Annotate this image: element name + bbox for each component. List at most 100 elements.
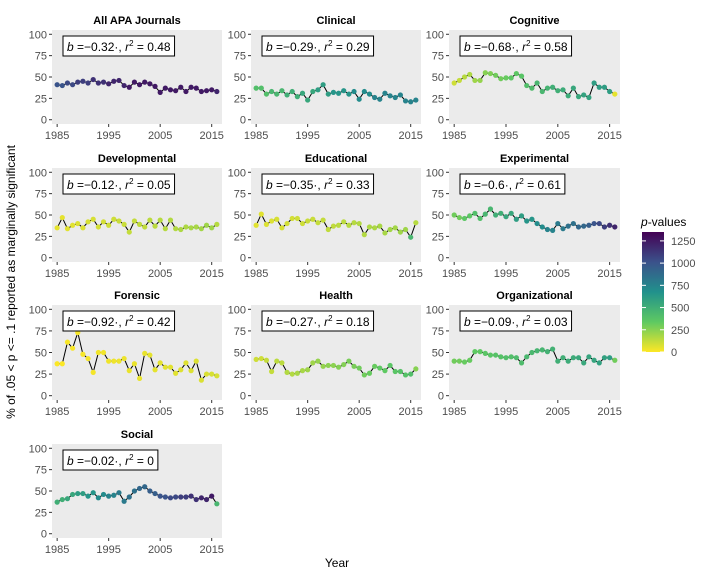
y-tick-label: 25 [432,231,444,243]
annotation-text: b =−0.29·, r2 = 0.29 [266,39,370,54]
data-point [152,367,158,373]
data-point [54,499,60,505]
legend-tick-label: 1250 [671,236,695,248]
data-point [330,89,337,95]
data-point [121,221,127,227]
data-point [591,220,597,227]
data-point [70,222,76,228]
y-tick-label: 25 [432,93,444,105]
x-tick-label: 1985 [45,268,69,280]
y-tick-label: 100 [426,304,444,316]
data-point [315,358,321,364]
data-point [178,494,184,500]
data-point [456,214,462,221]
annotation-box: b =−0.35·, r2 = 0.33 [261,173,375,195]
y-tick-label: 50 [234,210,246,222]
data-point [377,365,383,371]
data-point [279,360,285,366]
x-tick-label: 2015 [398,268,422,280]
x-tick-label: 2015 [398,130,422,142]
data-point [142,484,148,490]
data-point [356,220,362,227]
data-point [341,361,347,368]
y-tick-label: 100 [29,167,47,179]
data-point [596,360,602,366]
data-point [95,80,101,86]
data-point [75,220,81,227]
data-point [178,226,184,233]
data-point [263,357,270,363]
data-point [413,97,419,103]
annotation-text: b =−0.35·, r2 = 0.33 [266,177,370,192]
data-point [325,362,331,369]
data-point [310,88,316,95]
panel-title: Forensic [114,290,160,302]
data-point [335,90,342,96]
data-point [402,372,409,378]
x-tick-label: 2015 [199,268,223,280]
data-point [136,221,143,227]
data-point [570,220,576,227]
data-point [361,372,367,378]
data-point [591,80,597,86]
data-point [269,218,275,224]
data-point [305,97,311,103]
data-point [524,218,530,224]
data-point [111,78,117,84]
data-point [544,349,551,355]
data-point [387,93,393,99]
data-point [289,371,295,377]
y-tick-label: 75 [432,51,444,63]
data-point [570,85,576,91]
data-point [183,88,189,95]
annotation-frame [459,35,573,57]
data-point [157,360,163,366]
data-point [461,215,468,222]
data-point [477,77,483,84]
data-point [310,360,316,366]
data-point [131,361,138,367]
data-point [330,362,337,369]
annotation-box: b =−0.68·, r2 = 0.58 [459,35,573,57]
data-point [467,213,473,219]
data-point [162,85,168,91]
data-point [503,355,509,361]
panel-title: Clinical [316,15,355,27]
x-tick-label: 2015 [199,544,223,556]
data-point [126,368,132,374]
panel-title: Experimental [500,153,569,165]
panel-title: Educational [305,153,367,165]
y-tick-label: 50 [35,486,47,498]
legend-colorbar [642,232,664,352]
data-point [351,220,357,226]
annotation-box: b =−0.6·, r2 = 0.61 [459,173,566,195]
data-point [472,210,478,216]
data-point [596,220,602,227]
data-point [214,501,220,507]
y-tick-label: 50 [432,210,444,222]
data-point [456,358,462,364]
annotation-text: b =−0.09·, r2 = 0.03 [464,314,568,329]
panel-cognitive: Cognitive 0 25 50 75 100 1985 1995 2005 2015 b =−0… [426,15,622,142]
data-point [106,222,112,228]
data-point [586,354,592,360]
data-point [555,220,561,227]
data-point [361,232,367,238]
data-point [305,218,311,224]
panel-social: Social 0 25 50 75 100 1985 1995 2005 2015 b =−0.02… [29,429,224,556]
data-point [85,355,91,362]
data-point [397,92,403,98]
y-tick-label: 0 [41,391,47,403]
data-point [356,365,362,371]
data-point [173,370,179,376]
data-point [95,224,101,230]
panel-title: Social [121,429,153,441]
data-point [80,78,86,84]
data-point [85,80,91,86]
panel-title: Health [319,290,353,302]
data-point [299,368,306,374]
y-tick-label: 25 [35,369,47,381]
y-tick-label: 0 [41,115,47,127]
data-point [575,355,582,361]
annotation-frame [62,173,176,195]
